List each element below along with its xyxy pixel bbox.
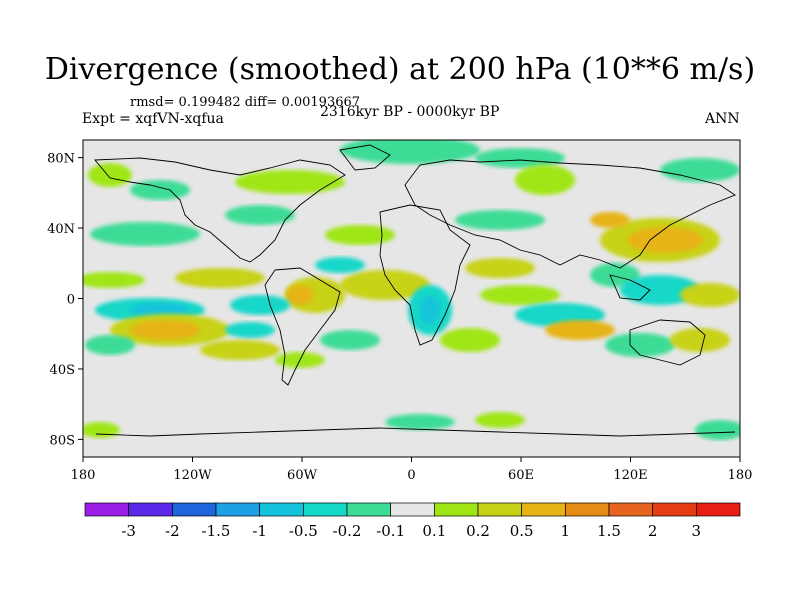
- asia-positive-core: [627, 227, 703, 253]
- season-label: ANN: [705, 111, 740, 127]
- stats-text: rmsd= 0.199482 diff= 0.00193667: [130, 95, 361, 110]
- colorbar-swatch: [477, 502, 523, 517]
- southern-positive: [475, 412, 525, 428]
- colorbar-label: -3: [121, 522, 136, 540]
- antarctica-outline: [95, 427, 736, 437]
- indonesia-outline: [609, 274, 651, 301]
- colorbar-swatch: [652, 502, 697, 517]
- y-tick-label: 80N: [47, 152, 75, 167]
- atlantic-positive: [340, 270, 430, 300]
- australia-outline: [629, 319, 706, 366]
- asia-positive: [590, 212, 630, 228]
- africa-negative-core: [420, 296, 440, 324]
- arctic-negative: [340, 140, 480, 164]
- colorbar-swatch: [608, 502, 654, 517]
- colorbar-label: 0.1: [422, 522, 446, 540]
- indian-positive: [545, 320, 615, 340]
- colorbar-swatch: [171, 502, 217, 517]
- epacific-negative: [230, 295, 290, 315]
- colorbar-swatch: [215, 502, 261, 517]
- x-tick-label: 0: [407, 468, 415, 483]
- spacific-negative: [85, 335, 135, 355]
- x-tick-label: 60W: [287, 468, 318, 483]
- colorbar-swatch: [346, 502, 392, 517]
- map-title: Divergence (smoothed) at 200 hPa (10**6 …: [44, 52, 756, 87]
- safrica-positive: [440, 328, 500, 352]
- satlantic-negative: [320, 330, 380, 350]
- experiment-label: Expt = xqfVN-xqfua: [82, 111, 224, 127]
- colorbar-label: -0.2: [333, 522, 362, 540]
- tropic-positive: [175, 268, 265, 288]
- x-tick-label: 180: [728, 468, 753, 483]
- south-america-outline: [264, 267, 341, 386]
- colorbar-label: -1.5: [202, 522, 231, 540]
- colorbar-label: -0.5: [289, 522, 318, 540]
- colorbar-swatch: [695, 502, 741, 517]
- colorbar-swatch: [84, 502, 130, 517]
- wpacific-negative: [620, 275, 700, 305]
- arctic-negative: [475, 148, 565, 168]
- y-tick-label: 0: [67, 293, 75, 308]
- period-label: 2316kyr BP - 0000kyr BP: [320, 104, 500, 120]
- colorbar-swatch: [259, 502, 304, 517]
- spacific-core: [130, 320, 200, 340]
- spacific-positive: [200, 340, 280, 360]
- colorbar-label: 3: [692, 522, 702, 540]
- x-tick-label: 60E: [508, 468, 534, 483]
- x-tick-label: 120W: [173, 468, 212, 483]
- southern-positive: [83, 422, 120, 438]
- colorbar-label: 1.5: [597, 522, 621, 540]
- bengal-negative: [590, 263, 640, 287]
- epacific-core: [130, 303, 190, 317]
- y-tick-label: 80S: [50, 433, 75, 448]
- siberia-positive: [515, 165, 575, 195]
- divergence-field: [83, 140, 740, 457]
- spacific-negative: [225, 322, 275, 338]
- colorbar-label: 0.5: [510, 522, 534, 540]
- samerica-core: [286, 285, 314, 305]
- atlantic-positive: [235, 170, 345, 194]
- colorbar-label: -1: [252, 522, 267, 540]
- colorbar: -3 -2 -1.5 -1 -0.5 -0.2 -0.1 0.1 0.2 0.5 1 1.5 2 3: [84, 502, 741, 540]
- y-tick-label: 40N: [47, 222, 75, 237]
- southern-negative: [385, 414, 455, 430]
- colorbar-swatch: [521, 502, 566, 517]
- colorbar-swatch: [564, 502, 610, 517]
- southern-negative: [695, 420, 740, 440]
- y-axis: 80N 40N 0 40S 80S: [47, 152, 83, 448]
- caribbean-negative: [315, 257, 365, 273]
- x-tick-label: 180: [71, 468, 96, 483]
- colorbar-label: 2: [648, 522, 658, 540]
- colorbar-swatch: [433, 502, 479, 517]
- colorbar-swatch: [302, 502, 348, 517]
- wpacific-positive: [680, 283, 740, 307]
- x-axis: 180 120W 60W 0 60E 120E 180: [71, 457, 753, 483]
- namerica-negative: [225, 205, 295, 225]
- x-tick-label: 120E: [613, 468, 647, 483]
- npacific-negative: [90, 222, 200, 246]
- australia-negative: [605, 333, 675, 357]
- atlantic-positive: [325, 225, 395, 245]
- indian-positive: [480, 285, 560, 305]
- colorbar-label: 1: [561, 522, 571, 540]
- coastlines: [94, 144, 736, 437]
- greenland-outline: [339, 144, 391, 171]
- north-america-outline: [94, 157, 346, 263]
- pacific-negative: [660, 158, 740, 182]
- arabia-positive: [465, 258, 535, 278]
- tropic-positive: [83, 272, 145, 288]
- eurasia-outline: [404, 159, 736, 269]
- colorbar-swatch: [390, 502, 435, 517]
- colorbar-swatch: [128, 502, 173, 517]
- colorbar-label: -2: [165, 522, 180, 540]
- colorbar-label: 0.2: [466, 522, 490, 540]
- colorbar-label: -0.1: [376, 522, 405, 540]
- australia-positive: [670, 328, 730, 352]
- pacific-positive: [88, 163, 132, 187]
- y-tick-label: 40S: [50, 363, 75, 378]
- eurasia-negative: [455, 210, 545, 230]
